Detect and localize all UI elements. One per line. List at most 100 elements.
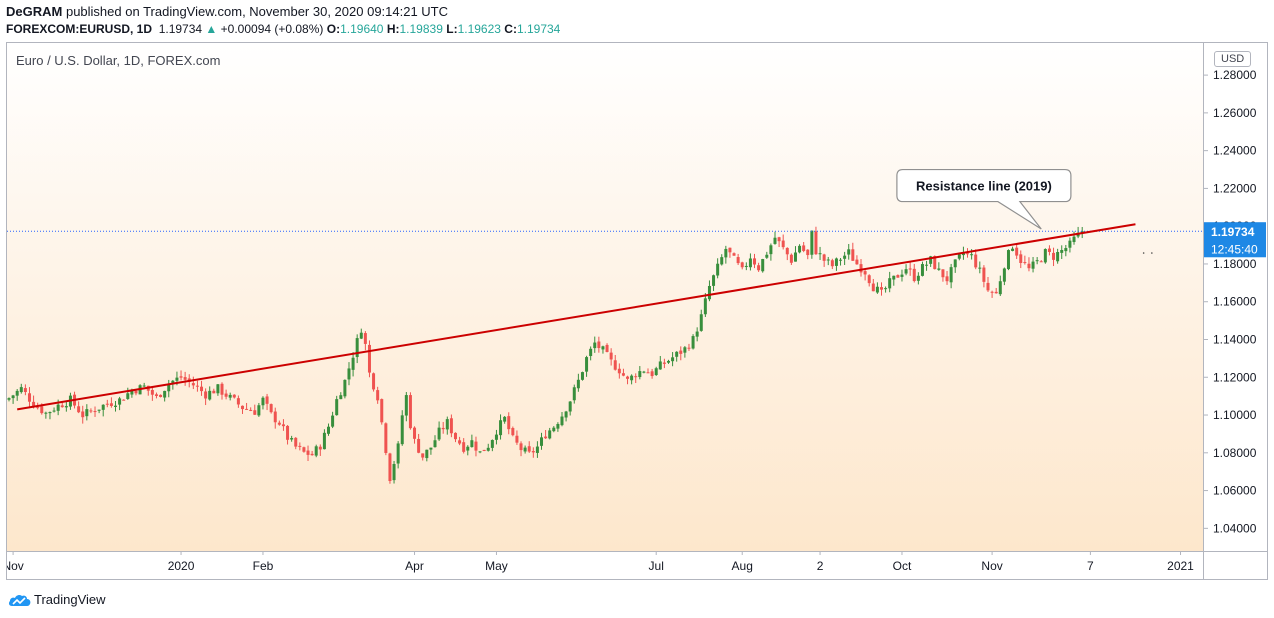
candle-body — [7, 398, 11, 400]
candle-body — [884, 288, 888, 290]
candle-body — [105, 403, 109, 405]
candle-body — [933, 256, 937, 270]
price-tick-label: 1.18000 — [1213, 257, 1257, 271]
price-chart[interactable]: 1.280001.260001.240001.220001.200001.180… — [7, 43, 1267, 579]
price-tick-label: 1.22000 — [1213, 181, 1257, 195]
candle-body — [613, 360, 617, 370]
time-tick-label: 2 — [817, 559, 824, 573]
countdown-tag-text: 12:45:40 — [1211, 242, 1258, 256]
candle-body — [601, 346, 605, 350]
candle-body — [630, 375, 634, 381]
candle-body — [224, 393, 228, 397]
candle-body — [966, 253, 970, 255]
price-axis[interactable]: USD — [1203, 43, 1267, 551]
candle-body — [851, 249, 855, 261]
price-tick-label: 1.10000 — [1213, 408, 1257, 422]
time-axis[interactable] — [7, 551, 1203, 579]
candle-body — [347, 368, 351, 380]
candle-body — [695, 331, 699, 337]
candle-body — [1072, 236, 1076, 243]
candle-body — [544, 436, 548, 439]
candle-body — [691, 336, 695, 349]
candle-body — [912, 268, 916, 282]
candle-body — [1011, 248, 1015, 251]
candle-body — [617, 368, 621, 374]
plot-area[interactable] — [7, 43, 1203, 551]
candle-body — [507, 416, 511, 430]
candle-body — [978, 267, 982, 269]
countdown-tag — [1204, 239, 1266, 258]
candle-body — [900, 274, 904, 277]
low-label: L: — [446, 22, 458, 36]
candle-body — [429, 447, 433, 450]
candle-body — [994, 291, 998, 294]
time-tick-label: May — [485, 559, 508, 573]
candle-body — [351, 357, 355, 370]
candle-body — [916, 275, 920, 281]
candle-body — [60, 405, 64, 408]
dot-mark — [1142, 252, 1145, 254]
candle-body — [879, 287, 883, 290]
candle-body — [957, 254, 961, 259]
candle-body — [1035, 260, 1039, 262]
candle-body — [888, 278, 892, 289]
candle-body — [470, 440, 474, 448]
symbol-line: FOREXCOM:EURUSD, 1D 1.19734 ▲ +0.00094 (… — [6, 22, 560, 36]
high-label: H: — [386, 22, 400, 36]
author-name[interactable]: DeGRAM — [6, 4, 63, 19]
candle-body — [687, 347, 691, 349]
candle-body — [183, 377, 187, 380]
time-tick-label: Feb — [253, 559, 274, 573]
resistance-trendline[interactable] — [17, 223, 1136, 411]
time-tick-label: Nov — [981, 559, 1002, 573]
candle-body — [757, 265, 761, 271]
currency-label[interactable]: USD — [1214, 51, 1252, 67]
candle-body — [417, 438, 421, 453]
candle-body — [638, 371, 642, 378]
candle-body — [535, 446, 539, 453]
candle-body — [396, 443, 400, 464]
candle-body — [372, 373, 376, 390]
candle-body — [236, 398, 240, 405]
price-tick-label: 1.28000 — [1213, 68, 1257, 82]
candle-body — [458, 440, 462, 444]
callout-bubble[interactable] — [896, 168, 1072, 230]
axis-corner — [1203, 551, 1267, 579]
up-triangle-icon: ▲ — [205, 22, 218, 36]
candle-body — [863, 271, 867, 275]
candle-body — [384, 423, 388, 453]
candle-body — [671, 357, 675, 362]
candle-body — [781, 240, 785, 248]
candle-body — [761, 259, 765, 272]
candle-body — [228, 394, 232, 398]
candle-body — [200, 386, 204, 392]
candle-body — [1015, 247, 1019, 256]
candle-body — [195, 385, 199, 387]
candle-body — [1023, 262, 1027, 264]
chart-frame: USD 1.280001.260001.240001.220001.200001… — [6, 42, 1268, 580]
candle-body — [335, 399, 339, 416]
candle-body — [552, 427, 556, 432]
candle-body — [1031, 261, 1035, 269]
candle-body — [568, 401, 572, 412]
candle-body — [1027, 263, 1031, 269]
candle-body — [974, 254, 978, 268]
candle-body — [839, 259, 843, 261]
candle-body — [1064, 248, 1068, 252]
time-tick-label: Jul — [649, 559, 664, 573]
candle-body — [167, 383, 171, 392]
candle-body — [941, 269, 945, 278]
candle-body — [478, 451, 482, 453]
candle-body — [466, 446, 470, 451]
brand-name: TradingView — [34, 592, 106, 607]
candle-body — [97, 409, 101, 411]
candle-body — [998, 281, 1002, 295]
candle-body — [52, 410, 56, 412]
candle-body — [445, 419, 449, 430]
candle-body — [527, 446, 531, 452]
candle-body — [159, 394, 163, 397]
publish-info: published on TradingView.com, November 3… — [65, 4, 449, 19]
candle-body — [64, 406, 68, 408]
candle-body — [826, 259, 830, 261]
candle-body — [441, 427, 445, 430]
